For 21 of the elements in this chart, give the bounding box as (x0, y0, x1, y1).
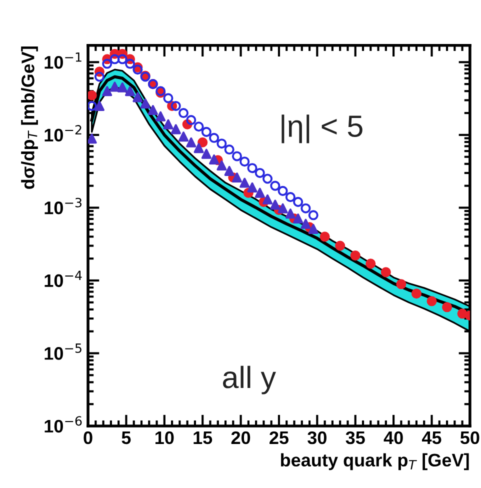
y-axis-title: dσ/dp$_{T}$ [mb/GeV] (21, 46, 38, 189)
y-tick-label: 10$^{−5}$ (44, 344, 82, 360)
x-tick-label: 0 (84, 431, 92, 444)
y-tick-label: 10$^{−4}$ (44, 270, 82, 288)
x-tick-label: 45 (422, 432, 442, 444)
y-tick-label: 10$^{−1}$ (44, 52, 82, 69)
x-tick-label: 5 (122, 432, 131, 444)
x-tick-label: 40 (384, 431, 403, 444)
x-tick-label: 50 (460, 431, 480, 444)
y-tick-label: 10$^{−3}$ (44, 198, 82, 214)
annotation: |η| < 5 (282, 114, 362, 144)
x-tick-label: 30 (308, 431, 326, 444)
x-tick-label: 10 (156, 431, 174, 444)
y-tick-label: 10$^{−6}$ (44, 416, 82, 433)
x-tick-label: 20 (231, 431, 250, 444)
x-tick-label: 25 (270, 431, 289, 444)
x-tick-label: 15 (194, 432, 212, 444)
annotation: all y (222, 366, 276, 394)
x-tick-label: 35 (346, 431, 365, 444)
x-axis-title: beauty quark p$_{T}$ [GeV] (281, 453, 469, 470)
y-tick-label: 10$^{−2}$ (44, 125, 82, 142)
